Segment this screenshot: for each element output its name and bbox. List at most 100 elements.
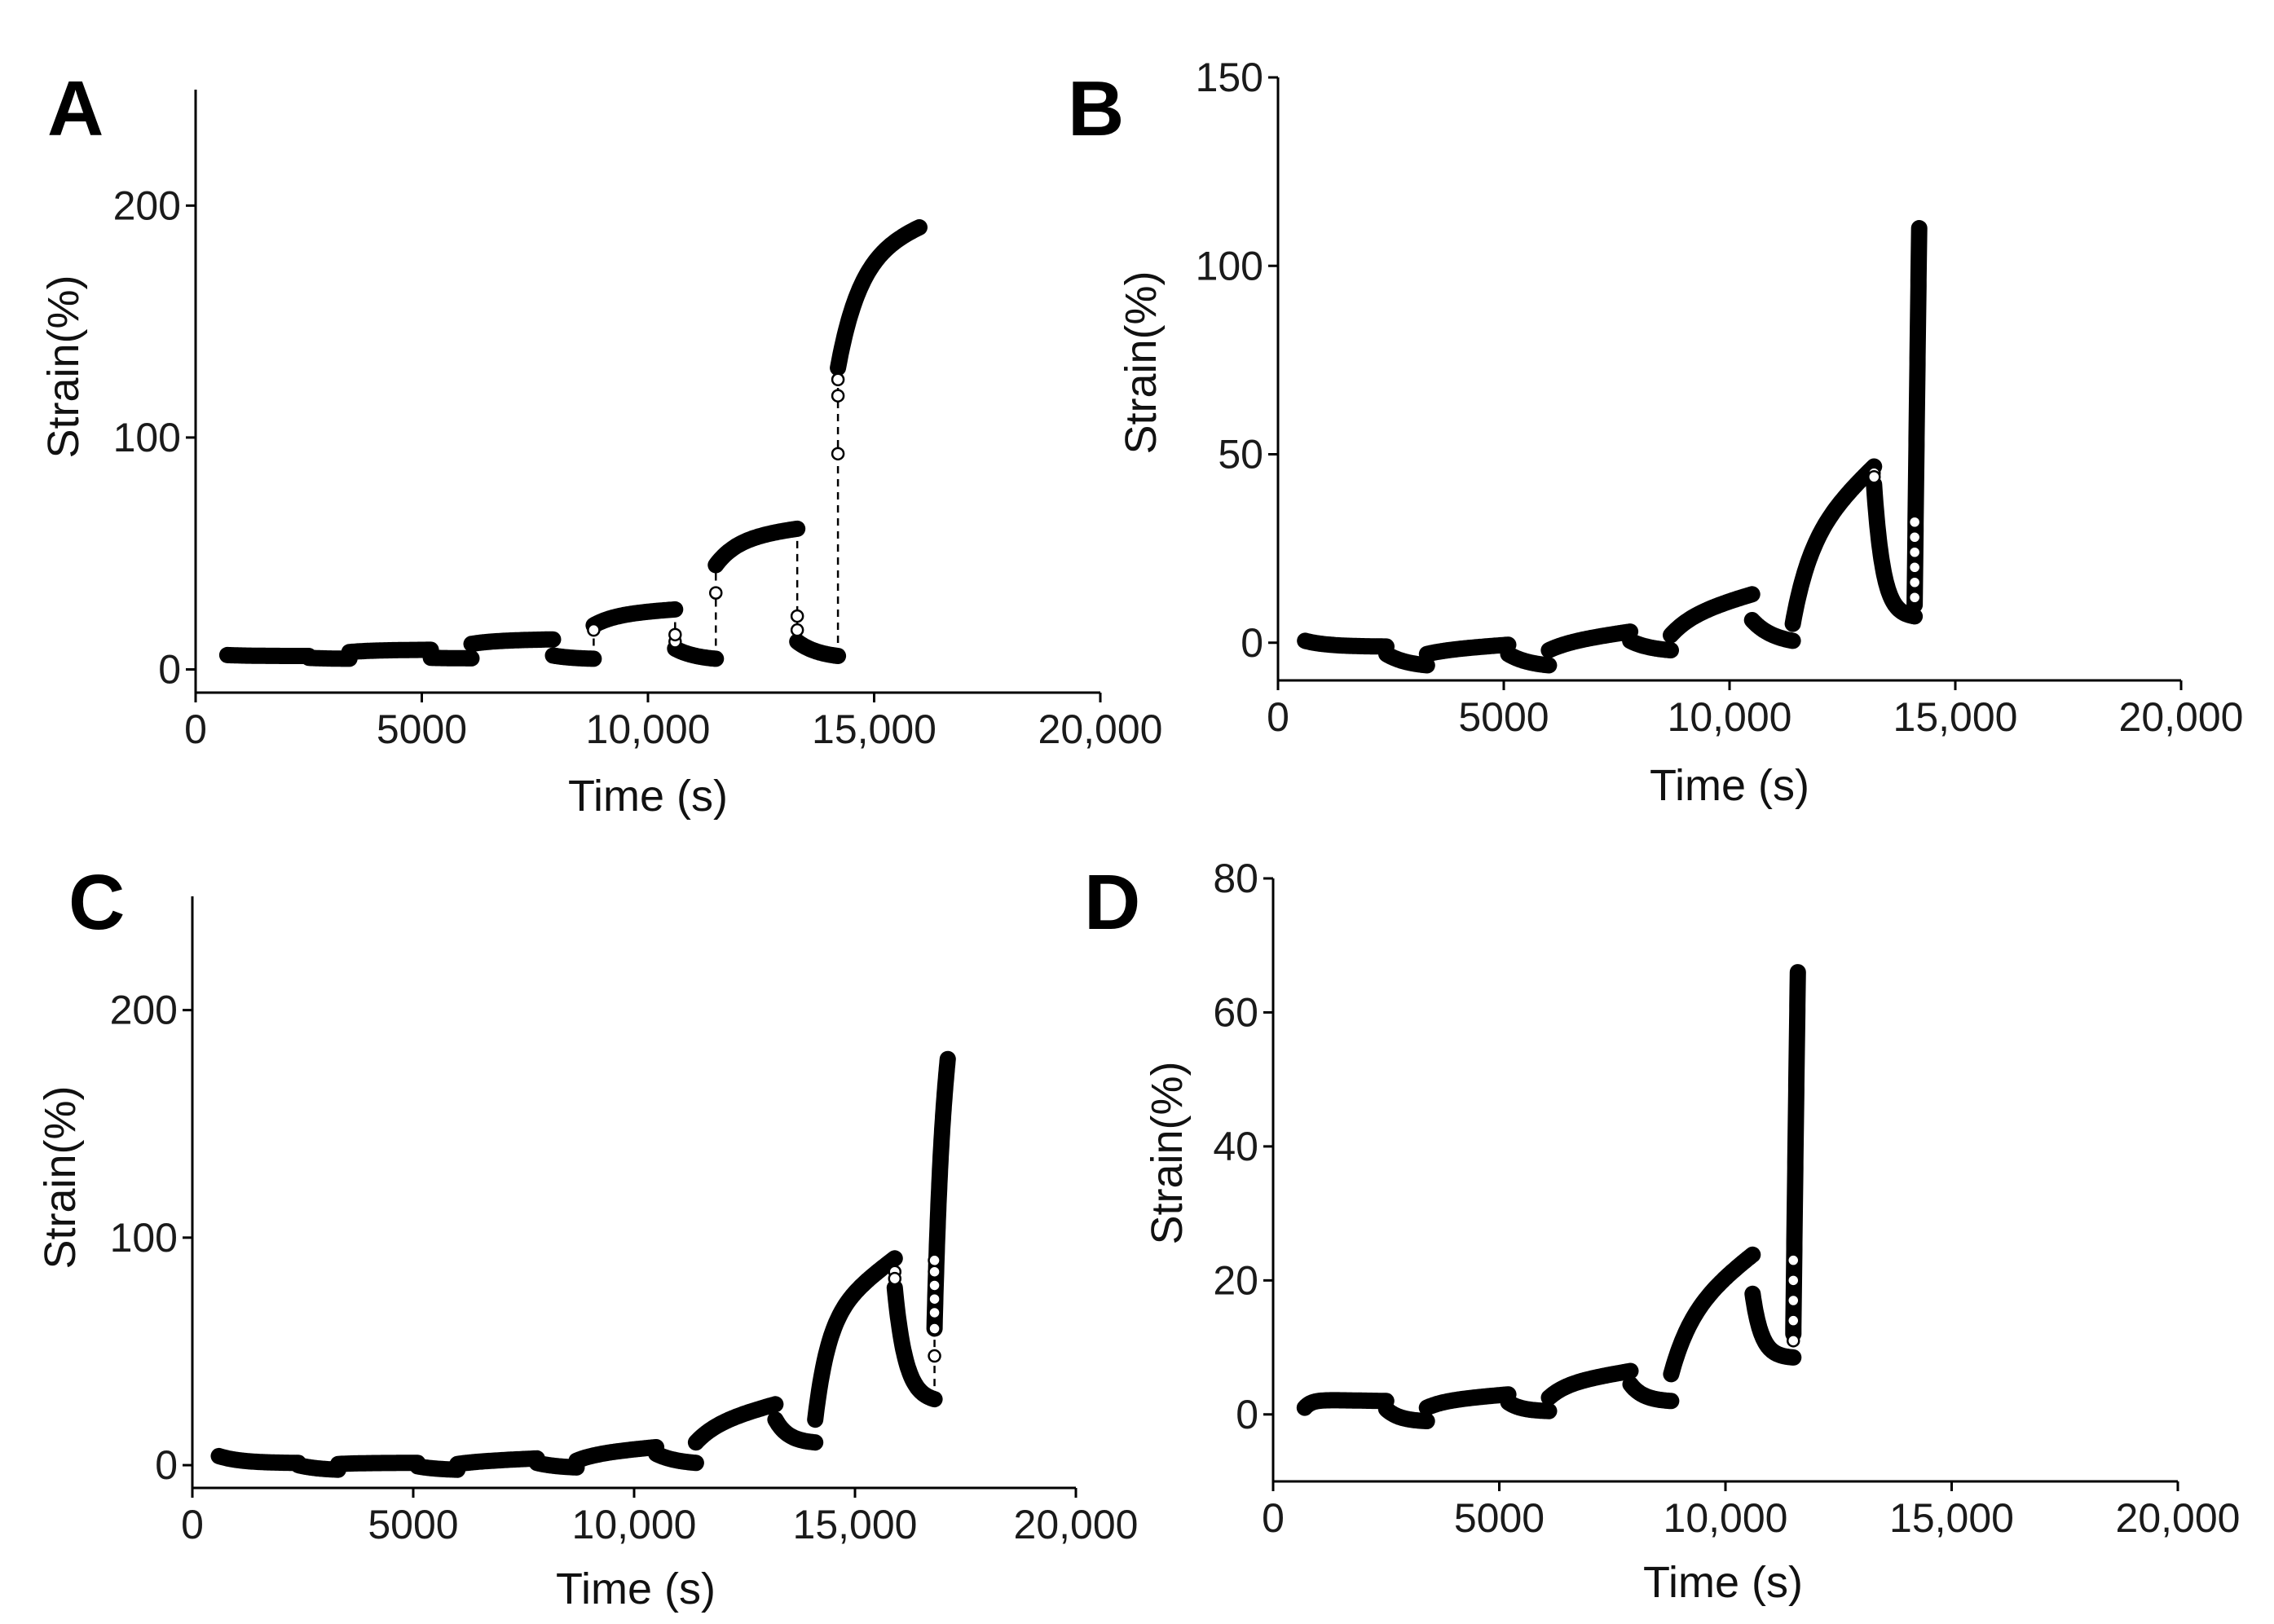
panel-d-transition-point <box>1787 1293 1800 1308</box>
panel-a-x-tick-label: 15,000 <box>812 706 936 752</box>
panel-b-strain-segment <box>1622 632 1679 658</box>
panel-d-strain-segment <box>1377 1401 1435 1429</box>
panel-b-plot-area: 0 50 100 150 0 5000 10,000 15,000 20,000 <box>1196 55 2244 740</box>
panel-a-transition-point <box>790 623 804 637</box>
panel-c-transition-point <box>928 1265 941 1279</box>
panel-b-transition-point <box>1907 515 1922 529</box>
panel-d-strain-segment <box>1296 1392 1395 1416</box>
panel-b-strain-segment <box>1297 632 1395 655</box>
panel-d-strain-segment <box>1418 1386 1517 1416</box>
panel-b: B Strain(%) Time (s) 0 50 100 150 0 5000 10,00… <box>1068 55 2243 810</box>
panel-c-transition-point <box>928 1279 941 1292</box>
panel-d-label: D <box>1084 859 1140 946</box>
panel-c-transition-point <box>928 1322 941 1336</box>
panel-a-transition-point <box>831 372 845 387</box>
panel-b-x-tick-label: 20,000 <box>2119 694 2244 740</box>
panel-a-label: A <box>47 65 104 152</box>
panel-b-y-axis-title: Strain(%) <box>1117 271 1166 454</box>
panel-a-plot-area: 0 100 200 0 5000 10,000 15,000 20,000 <box>113 90 1163 752</box>
panel-b-transition-point <box>1907 530 1922 544</box>
panel-d: D Strain(%) Time (s) 0 20 40 60 80 0 5000 10,00… <box>1084 856 2240 1607</box>
panel-c-transition-point <box>888 1271 902 1286</box>
panel-b-y-tick-label: 100 <box>1196 243 1263 288</box>
panel-d-x-tick-label: 15,000 <box>1889 1495 2014 1541</box>
panel-d-y-axis-title: Strain(%) <box>1143 1061 1192 1244</box>
panel-c-strain-segment <box>886 1279 943 1408</box>
panel-a-transition-point <box>790 609 804 623</box>
panel-a-strain-segment <box>707 520 806 574</box>
panel-c-transition-point <box>928 1253 941 1268</box>
panel-d-y-tick-label: 40 <box>1213 1124 1258 1169</box>
panel-b-label: B <box>1068 65 1124 152</box>
panel-d-strain-segment <box>1785 964 1806 1343</box>
panel-b-x-tick-label: 10,000 <box>1668 694 1792 740</box>
panel-a-y-axis-title: Strain(%) <box>39 275 88 458</box>
panel-a-y-tick-label: 200 <box>113 183 181 228</box>
panel-a-strain-segment <box>544 647 602 667</box>
panel-d-strain-segment <box>1500 1394 1558 1419</box>
panel-d-transition-point <box>1787 1334 1800 1348</box>
panel-a-transition-point <box>709 586 723 600</box>
panel-b-strain-segment <box>1500 645 1558 674</box>
panel-c-transition-point <box>928 1305 941 1320</box>
panel-a-x-tick-label: 20,000 <box>1038 706 1163 752</box>
panel-d-x-tick-label: 10,000 <box>1664 1495 1788 1541</box>
panel-d-strain-segment <box>1663 1246 1761 1383</box>
panel-a-transition-point <box>668 627 682 642</box>
panel-c-label: C <box>68 859 125 946</box>
panel-b-y-tick-label: 50 <box>1218 432 1263 478</box>
panel-d-transition-point <box>1787 1253 1800 1267</box>
panel-a-strain-segment <box>789 633 847 664</box>
panel-d-y-tick-label: 0 <box>1236 1392 1258 1437</box>
panel-a-transition-point <box>587 623 601 637</box>
panel-c-x-tick-label: 10,000 <box>572 1502 697 1547</box>
panel-d-x-tick-label: 0 <box>1262 1495 1285 1541</box>
panel-d-strain-segment <box>1540 1362 1639 1406</box>
panel-d-x-axis-title: Time (s) <box>1643 1558 1803 1607</box>
panel-c-strain-segment <box>568 1439 665 1469</box>
panel-c-x-axis-title: Time (s) <box>556 1565 716 1613</box>
panel-c-strain-segment <box>767 1411 824 1451</box>
panel-a-x-tick-label: 0 <box>184 706 207 752</box>
panel-c-y-tick-label: 0 <box>155 1442 178 1488</box>
panel-b-transition-point <box>1907 561 1922 574</box>
panel-d-y-tick-label: 60 <box>1213 989 1258 1035</box>
panel-d-x-tick-label: 20,000 <box>2116 1495 2241 1541</box>
panel-a-strain-segment <box>218 646 317 664</box>
panel-b-transition-point <box>1867 470 1881 484</box>
panel-a: A Strain(%) Time (s) 0 100 200 0 5000 10,000 1… <box>39 65 1162 821</box>
panel-a-strain-segment <box>667 640 725 667</box>
panel-b-x-axis-title: Time (s) <box>1650 761 1809 810</box>
panel-b-x-tick-label: 0 <box>1267 694 1289 740</box>
panel-c-strain-segment <box>687 1396 784 1451</box>
panel-b-transition-point <box>1907 575 1922 589</box>
panel-d-plot-area: 0 20 40 60 80 0 5000 10,000 15,000 20,000 <box>1213 856 2240 1541</box>
panel-a-y-tick-label: 100 <box>113 415 181 460</box>
panel-a-strain-segment <box>830 219 928 376</box>
panel-d-y-tick-label: 20 <box>1213 1257 1258 1303</box>
panel-b-strain-segment <box>1418 636 1517 662</box>
panel-c-transition-point <box>928 1292 941 1306</box>
panel-c-strain-segment <box>290 1457 346 1478</box>
panel-c-transition-point <box>928 1349 941 1363</box>
panel-c-x-tick-label: 15,000 <box>793 1502 918 1547</box>
panel-c-strain-segment <box>648 1446 704 1472</box>
panel-a-strain-segment <box>463 631 562 653</box>
panel-d-x-tick-label: 5000 <box>1454 1495 1545 1541</box>
panel-d-strain-segment <box>1622 1375 1680 1410</box>
panel-c-strain-segment <box>449 1450 545 1472</box>
panel-b-strain-segment <box>1663 586 1761 644</box>
panel-d-strain-segment <box>1744 1285 1802 1366</box>
panel-d-transition-point <box>1787 1314 1800 1327</box>
panel-c-y-tick-label: 100 <box>110 1215 178 1261</box>
panel-c-y-tick-label: 200 <box>110 988 178 1033</box>
panel-b-y-tick-label: 0 <box>1241 620 1263 666</box>
panel-c: C Strain(%) Time (s) 0 100 200 0 5000 10,000 1… <box>36 859 1138 1613</box>
panel-c-y-axis-title: Strain(%) <box>36 1085 85 1269</box>
panel-c-strain-segment <box>528 1455 585 1476</box>
panel-a-strain-segment <box>341 641 439 661</box>
panel-a-x-tick-label: 5000 <box>377 706 467 752</box>
panel-c-x-tick-label: 5000 <box>368 1502 458 1547</box>
panel-a-x-axis-title: Time (s) <box>568 772 728 821</box>
